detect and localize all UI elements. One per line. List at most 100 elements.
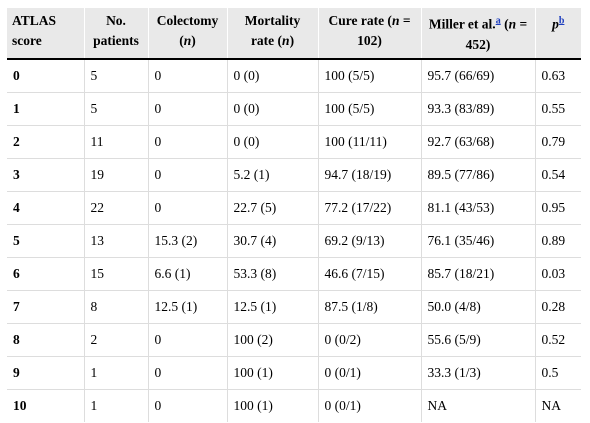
- cell-p: 0.03: [534, 256, 581, 290]
- cell-cure: 0 (0/1): [317, 388, 421, 422]
- cell-miller: 81.1 (43/53): [420, 190, 535, 224]
- cell-miller: 76.1 (35/46): [420, 223, 535, 257]
- cell-mortality: 22.7 (5): [226, 190, 318, 224]
- cell-score: 8: [7, 322, 84, 356]
- cell-mortality: 100 (1): [226, 355, 318, 389]
- table-row: 10 1 0 100 (1) 0 (0/1) NA NA: [7, 388, 581, 422]
- cell-score: 5: [7, 223, 84, 257]
- cell-colectomy: 15.3 (2): [147, 223, 227, 257]
- cell-cure: 100 (5/5): [317, 91, 421, 125]
- cell-patients: 13: [83, 223, 148, 257]
- table-row: 5 13 15.3 (2) 30.7 (4) 69.2 (9/13) 76.1 (35/4…: [7, 223, 581, 257]
- header-miller-et-al: Miller et al.a (n = 452): [420, 8, 535, 60]
- cell-colectomy: 0: [147, 124, 227, 158]
- cell-patients: 15: [83, 256, 148, 290]
- cell-score: 3: [7, 157, 84, 191]
- cell-mortality: 100 (2): [226, 322, 318, 356]
- cell-mortality: 5.2 (1): [226, 157, 318, 191]
- cell-miller: 92.7 (63/68): [420, 124, 535, 158]
- cell-patients: 11: [83, 124, 148, 158]
- cell-p: 0.5: [534, 355, 581, 389]
- cell-colectomy: 0: [147, 322, 227, 356]
- cell-p: 0.89: [534, 223, 581, 257]
- header-cure-rate: Cure rate (n = 102): [317, 8, 421, 60]
- cell-score: 4: [7, 190, 84, 224]
- cell-cure: 46.6 (7/15): [317, 256, 421, 290]
- cell-miller: 93.3 (83/89): [420, 91, 535, 125]
- cell-cure: 77.2 (17/22): [317, 190, 421, 224]
- cell-p: 0.95: [534, 190, 581, 224]
- cell-score: 6: [7, 256, 84, 290]
- table-row: 7 8 12.5 (1) 12.5 (1) 87.5 (1/8) 50.0 (4/8) 0.…: [7, 289, 581, 323]
- cell-colectomy: 6.6 (1): [147, 256, 227, 290]
- cell-colectomy: 0: [147, 91, 227, 125]
- table-row: 6 15 6.6 (1) 53.3 (8) 46.6 (7/15) 85.7 (18/21…: [7, 256, 581, 290]
- cell-p: 0.54: [534, 157, 581, 191]
- cell-p: 0.79: [534, 124, 581, 158]
- cell-mortality: 12.5 (1): [226, 289, 318, 323]
- cell-mortality: 53.3 (8): [226, 256, 318, 290]
- cell-patients: 19: [83, 157, 148, 191]
- cell-p: 0.63: [534, 58, 581, 92]
- cell-patients: 2: [83, 322, 148, 356]
- cell-miller: NA: [420, 388, 535, 422]
- table-row: 4 22 0 22.7 (5) 77.2 (17/22) 81.1 (43/53) 0.95: [7, 190, 581, 224]
- header-mortality-rate: Mortality rate (n): [226, 8, 318, 60]
- cell-score: 1: [7, 91, 84, 125]
- header-no-patients: No. patients: [83, 8, 148, 60]
- cell-colectomy: 0: [147, 58, 227, 92]
- cell-p: 0.55: [534, 91, 581, 125]
- cell-cure: 69.2 (9/13): [317, 223, 421, 257]
- table-row: 9 1 0 100 (1) 0 (0/1) 33.3 (1/3) 0.5: [7, 355, 581, 389]
- cell-mortality: 100 (1): [226, 388, 318, 422]
- cell-colectomy: 0: [147, 388, 227, 422]
- cell-cure: 100 (5/5): [317, 58, 421, 92]
- atlas-score-table: ATLAS score No. patients Colectomy (n) M…: [7, 8, 581, 422]
- cell-cure: 0 (0/2): [317, 322, 421, 356]
- table-row: 3 19 0 5.2 (1) 94.7 (18/19) 89.5 (77/86) 0.54: [7, 157, 581, 191]
- cell-score: 10: [7, 388, 84, 422]
- cell-p: NA: [534, 388, 581, 422]
- cell-mortality: 30.7 (4): [226, 223, 318, 257]
- table-header: ATLAS score No. patients Colectomy (n) M…: [7, 8, 581, 60]
- cell-p: 0.52: [534, 322, 581, 356]
- cell-miller: 50.0 (4/8): [420, 289, 535, 323]
- cell-miller: 55.6 (5/9): [420, 322, 535, 356]
- table-row: 2 11 0 0 (0) 100 (11/11) 92.7 (63/68) 0.79: [7, 124, 581, 158]
- cell-patients: 5: [83, 91, 148, 125]
- header-colectomy: Colectomy (n): [147, 8, 227, 60]
- cell-cure: 94.7 (18/19): [317, 157, 421, 191]
- cell-mortality: 0 (0): [226, 58, 318, 92]
- cell-colectomy: 12.5 (1): [147, 289, 227, 323]
- cell-cure: 0 (0/1): [317, 355, 421, 389]
- cell-patients: 22: [83, 190, 148, 224]
- cell-miller: 89.5 (77/86): [420, 157, 535, 191]
- cell-mortality: 0 (0): [226, 91, 318, 125]
- cell-patients: 8: [83, 289, 148, 323]
- table-row: 8 2 0 100 (2) 0 (0/2) 55.6 (5/9) 0.52: [7, 322, 581, 356]
- cell-colectomy: 0: [147, 157, 227, 191]
- cell-colectomy: 0: [147, 355, 227, 389]
- cell-score: 9: [7, 355, 84, 389]
- header-atlas-score: ATLAS score: [7, 8, 84, 60]
- cell-miller: 85.7 (18/21): [420, 256, 535, 290]
- cell-score: 7: [7, 289, 84, 323]
- cell-p: 0.28: [534, 289, 581, 323]
- cell-patients: 1: [83, 355, 148, 389]
- header-p-value: pb: [534, 8, 581, 60]
- cell-cure: 87.5 (1/8): [317, 289, 421, 323]
- cell-score: 2: [7, 124, 84, 158]
- footnote-link-a[interactable]: a: [495, 15, 501, 26]
- cell-miller: 95.7 (66/69): [420, 58, 535, 92]
- cell-patients: 1: [83, 388, 148, 422]
- cell-score: 0: [13, 67, 20, 83]
- cell-mortality: 0 (0): [226, 124, 318, 158]
- cell-cure: 100 (11/11): [317, 124, 421, 158]
- cell-colectomy: 0: [147, 190, 227, 224]
- cell-miller: 33.3 (1/3): [420, 355, 535, 389]
- footnote-link-b[interactable]: b: [558, 15, 565, 26]
